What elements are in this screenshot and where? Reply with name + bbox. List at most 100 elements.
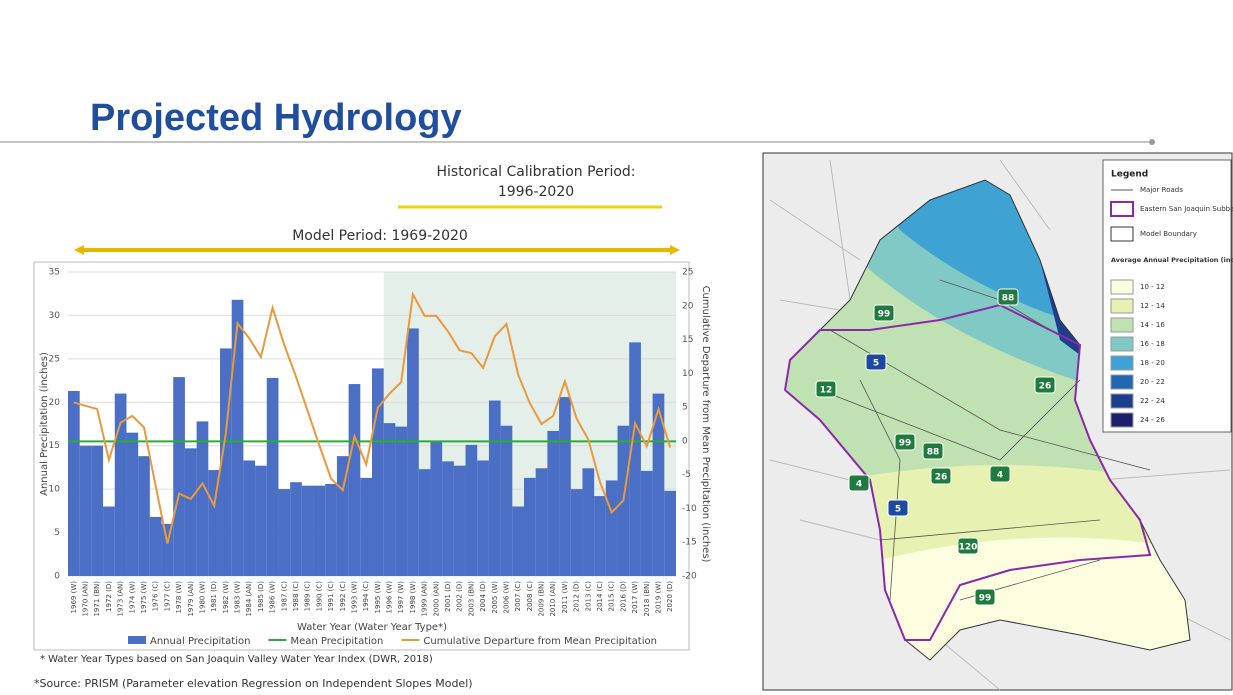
x-tick-label: 2004 (D) <box>479 581 487 612</box>
x-tick-label: 1977 (C) <box>163 581 171 612</box>
bar <box>103 506 115 576</box>
x-tick-label: 1980 (W) <box>198 581 206 614</box>
route-number: 99 <box>878 310 891 320</box>
x-tick-label: 2009 (BN) <box>538 581 546 617</box>
bar <box>68 390 80 576</box>
x-tick-label: 1983 (W) <box>234 581 242 614</box>
route-number: 12 <box>820 386 833 396</box>
bar <box>407 328 419 576</box>
source: *Source: PRISM (Parameter elevation Regr… <box>34 677 473 690</box>
x-tick-label: 1988 (C) <box>292 581 300 612</box>
y2-tick-label: 0 <box>682 436 688 446</box>
x-tick-label: 1997 (W) <box>397 581 405 614</box>
precip-swatch <box>1110 279 1134 295</box>
x-tick-label: 1986 (W) <box>269 581 277 614</box>
bar <box>535 468 548 576</box>
route-number: 99 <box>899 439 912 449</box>
x-tick-label: 1984 (AN) <box>245 581 253 617</box>
legend-swatch <box>128 636 146 644</box>
y-tick-label: 5 <box>54 528 60 538</box>
route-shield <box>974 588 996 606</box>
x-tick-label: 2001 (D) <box>444 581 452 612</box>
route-shield <box>957 537 979 555</box>
legend-label: Annual Precipitation <box>150 636 250 647</box>
bar <box>582 468 595 576</box>
x-tick-label: 1973 (AN) <box>117 581 125 617</box>
bar <box>161 523 174 576</box>
bar <box>196 421 209 576</box>
x-tick-label: 1996 (W) <box>386 581 394 614</box>
route-number: 4 <box>997 471 1003 481</box>
x-tick-label: 1975 (W) <box>140 581 148 614</box>
route-shield <box>887 499 909 517</box>
x-tick-label: 2015 (C) <box>608 581 616 612</box>
map-legend-label: 22 - 24 <box>1140 397 1165 405</box>
y2-tick-label: -20 <box>682 572 697 582</box>
y2-tick-label: 20 <box>682 301 694 311</box>
y2-tick-label: 5 <box>682 403 688 413</box>
map-legend-label: 24 - 26 <box>1140 416 1165 424</box>
rule-dot <box>1149 139 1155 145</box>
x-tick-label: 2013 (C) <box>584 581 592 612</box>
precip-swatch <box>1110 355 1134 371</box>
bar <box>453 465 466 576</box>
boundary-swatch <box>1110 226 1134 242</box>
subbasin-swatch <box>1110 201 1134 217</box>
route-number: 26 <box>1039 382 1052 392</box>
bar <box>488 400 501 576</box>
x-tick-label: 2007 (C) <box>514 581 522 612</box>
x-tick-label: 2008 (C) <box>526 581 534 612</box>
x-tick-label: 1993 (W) <box>350 581 358 614</box>
bar <box>640 470 653 576</box>
bar <box>255 465 267 576</box>
bar <box>524 477 536 576</box>
chart-frame <box>33 261 690 651</box>
route-number: 120 <box>959 543 978 553</box>
departure-line <box>73 291 672 544</box>
map-legend-label: Average Annual Precipitation (inches), 1… <box>1111 256 1233 264</box>
bar <box>313 485 326 576</box>
legend-label: Mean Precipitation <box>290 636 383 647</box>
bar <box>547 430 560 576</box>
route-number: 5 <box>873 359 879 369</box>
bar <box>477 460 489 576</box>
bar <box>290 482 302 576</box>
x-tick-label: 2003 (BN) <box>467 581 475 617</box>
bar <box>243 460 256 576</box>
bar <box>500 425 513 576</box>
x-tick-label: 1981 (D) <box>210 581 218 612</box>
bar <box>325 483 337 576</box>
x-tick-label: 1998 (W) <box>409 581 417 614</box>
route-shield <box>1034 376 1056 394</box>
bar <box>512 506 524 576</box>
map-legend-label: 16 - 18 <box>1140 340 1165 348</box>
precip-swatch <box>1110 317 1134 333</box>
x-tick-label: 1974 (W) <box>128 581 136 614</box>
bar <box>231 299 244 576</box>
bar <box>418 469 431 576</box>
x-axis-label: Water Year (Water Year Type*) <box>297 622 447 633</box>
footnote: * Water Year Types based on San Joaquin … <box>40 654 433 665</box>
bar <box>173 377 185 576</box>
x-tick-label: 1979 (AN) <box>187 581 195 617</box>
y-tick-label: 30 <box>49 311 61 321</box>
route-shield <box>989 465 1011 483</box>
x-tick-label: 1987 (C) <box>280 581 288 612</box>
route-number: 4 <box>856 480 862 490</box>
bar <box>184 448 197 576</box>
precip-swatch <box>1110 393 1134 409</box>
x-tick-label: 1972 (D) <box>105 581 113 612</box>
annotation: Model Period: 1969-2020 <box>292 228 468 244</box>
bar <box>220 348 232 576</box>
x-tick-label: 2005 (W) <box>491 581 499 614</box>
bar <box>629 342 641 576</box>
y-axis-label: Annual Precipitation (inches) <box>39 352 50 496</box>
y2-tick-label: 10 <box>682 369 694 379</box>
annotation: Historical Calibration Period: <box>436 164 635 180</box>
x-tick-label: 1978 (W) <box>175 581 183 614</box>
bar <box>266 377 279 576</box>
y2-tick-label: 15 <box>682 335 693 345</box>
y2-axis-label: Cumulative Departure from Mean Precipita… <box>700 286 711 563</box>
map-legend-label: 14 - 16 <box>1140 321 1165 329</box>
precip-swatch <box>1110 336 1134 352</box>
